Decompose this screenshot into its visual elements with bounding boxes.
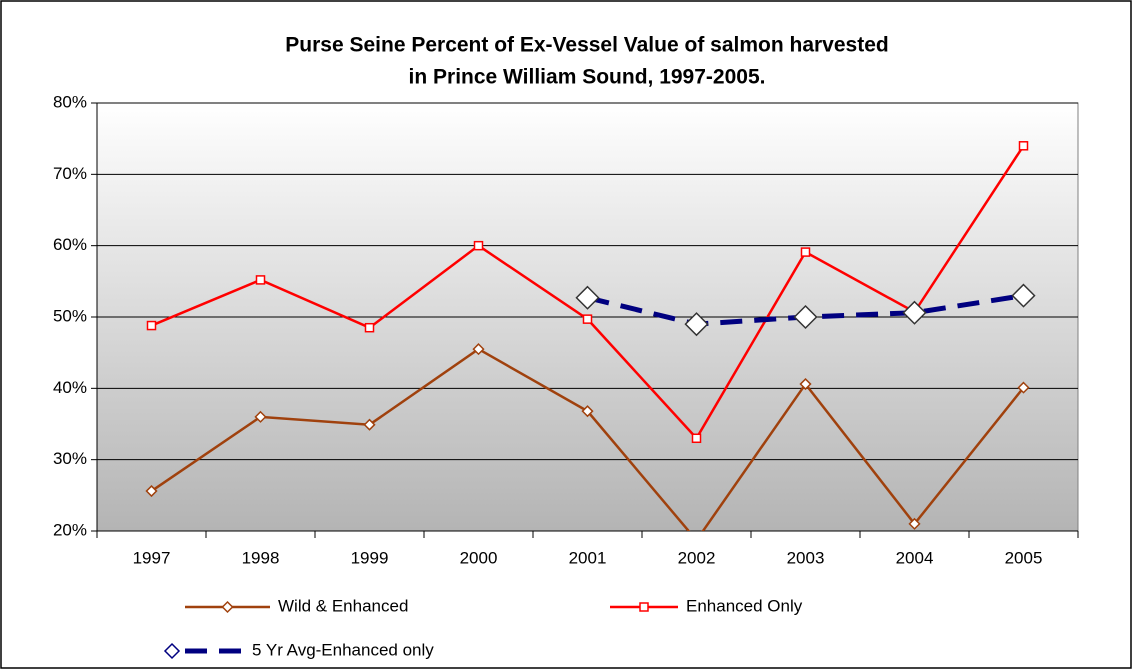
legend-label: Wild & Enhanced (278, 596, 408, 615)
series-group (145, 141, 1036, 531)
data-point (575, 285, 600, 310)
legend-marker (639, 602, 649, 612)
y-tick-label: 60% (53, 235, 87, 254)
data-point (1018, 141, 1029, 151)
x-tick-label: 1999 (351, 548, 389, 567)
x-tick-label: 2005 (1005, 548, 1043, 567)
data-point (1017, 381, 1030, 394)
legend-label: Enhanced Only (686, 596, 803, 615)
data-point (684, 312, 709, 337)
data-point (472, 343, 485, 356)
data-point (254, 410, 267, 423)
y-tick-label: 20% (53, 520, 87, 539)
data-point (581, 405, 594, 418)
data-point (145, 484, 158, 498)
data-point (473, 240, 484, 251)
legend-marker (221, 600, 234, 614)
chart-title: in Prince William Sound, 1997-2005. (409, 66, 766, 89)
chart-title: Purse Seine Percent of Ex-Vessel Value o… (285, 34, 888, 57)
y-tick-label: 80% (53, 92, 87, 111)
x-tick-label: 1998 (242, 548, 280, 567)
y-tick-label: 70% (53, 164, 87, 183)
x-tick-label: 2004 (896, 548, 934, 567)
data-point (363, 418, 376, 431)
y-tick-label: 50% (53, 306, 87, 325)
data-point (255, 275, 266, 285)
legend-marker (163, 642, 181, 660)
data-point (793, 304, 818, 330)
data-point (582, 314, 593, 324)
data-point (691, 433, 702, 444)
y-tick-label: 40% (53, 378, 87, 397)
data-point (902, 300, 927, 325)
data-point (800, 247, 811, 257)
legend-label: 5 Yr Avg-Enhanced only (252, 640, 434, 659)
data-point (364, 322, 375, 333)
data-point (146, 320, 157, 331)
x-tick-label: 2000 (460, 548, 498, 567)
data-point (1011, 283, 1036, 308)
x-tick-label: 2002 (678, 548, 716, 567)
x-tick-label: 2003 (787, 548, 825, 567)
x-tick-label: 2001 (569, 548, 607, 567)
data-point (908, 517, 921, 530)
x-tick-label: 1997 (133, 548, 171, 567)
data-point (799, 377, 812, 391)
y-tick-label: 30% (53, 449, 87, 468)
